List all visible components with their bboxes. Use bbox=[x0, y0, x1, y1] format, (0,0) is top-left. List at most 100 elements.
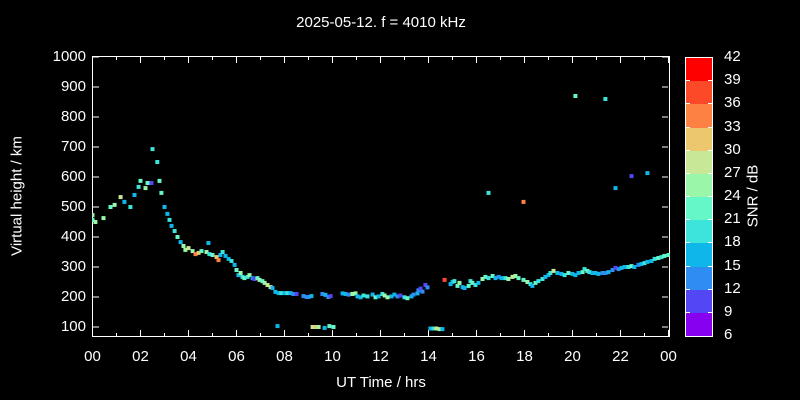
data-point bbox=[92, 213, 95, 218]
data-point bbox=[536, 279, 541, 284]
y-tick-label: 100 bbox=[60, 318, 86, 335]
data-point bbox=[503, 276, 508, 281]
data-point bbox=[128, 205, 133, 209]
x-tick-label: 04 bbox=[180, 348, 197, 365]
y-tick-label: 700 bbox=[60, 138, 86, 155]
data-point bbox=[220, 250, 225, 254]
colorbar-tick-label: 36 bbox=[724, 94, 741, 112]
data-point bbox=[150, 147, 155, 152]
colorbar-segment bbox=[686, 104, 712, 128]
data-point bbox=[316, 325, 321, 329]
data-point bbox=[448, 282, 453, 287]
colorbar-tick bbox=[686, 196, 690, 197]
data-point bbox=[506, 277, 511, 281]
data-point bbox=[622, 265, 627, 269]
colorbar-tick bbox=[708, 196, 712, 197]
data-point bbox=[132, 193, 137, 197]
data-point bbox=[210, 253, 215, 257]
data-point bbox=[118, 195, 123, 200]
data-point bbox=[353, 291, 358, 296]
y-tick-label: 200 bbox=[60, 288, 86, 305]
data-point bbox=[480, 277, 485, 281]
data-point bbox=[247, 273, 252, 278]
data-point bbox=[327, 324, 332, 329]
data-point bbox=[645, 259, 650, 264]
data-point bbox=[462, 286, 467, 290]
x-tick-label: 00 bbox=[660, 348, 677, 365]
data-point bbox=[632, 265, 637, 269]
data-point bbox=[155, 160, 160, 164]
data-point bbox=[242, 276, 247, 281]
data-point bbox=[309, 294, 314, 299]
data-point bbox=[365, 294, 370, 299]
data-point bbox=[186, 246, 191, 251]
data-point bbox=[493, 276, 498, 281]
data-point bbox=[331, 325, 336, 329]
data-point bbox=[452, 279, 457, 284]
data-point bbox=[580, 270, 585, 275]
x-tick-label: 02 bbox=[132, 348, 149, 365]
data-point bbox=[636, 262, 641, 267]
data-point bbox=[214, 255, 219, 260]
data-point bbox=[613, 186, 618, 191]
data-point bbox=[145, 181, 150, 185]
data-point bbox=[380, 292, 385, 296]
data-point bbox=[326, 295, 331, 299]
data-point bbox=[540, 277, 545, 281]
data-point bbox=[310, 325, 315, 329]
data-point bbox=[600, 271, 605, 275]
data-point bbox=[525, 280, 530, 284]
data-point bbox=[548, 271, 553, 275]
x-tick-label: 12 bbox=[372, 348, 389, 365]
data-point bbox=[291, 292, 296, 296]
data-point bbox=[355, 294, 360, 299]
data-point bbox=[405, 296, 410, 301]
data-point bbox=[373, 295, 378, 300]
data-point bbox=[392, 292, 397, 297]
data-point bbox=[199, 249, 204, 254]
colorbar-tick-label: 33 bbox=[724, 117, 741, 135]
data-point bbox=[645, 171, 650, 176]
data-point bbox=[294, 292, 299, 296]
data-point bbox=[165, 211, 170, 216]
data-point bbox=[483, 274, 488, 279]
colorbar-tick bbox=[686, 103, 690, 105]
data-point bbox=[376, 294, 381, 299]
data-point bbox=[322, 325, 327, 330]
colorbar-segment bbox=[686, 312, 712, 336]
y-tick-label: 500 bbox=[60, 198, 86, 215]
colorbar-tick bbox=[708, 219, 712, 221]
colorbar-tick bbox=[686, 242, 690, 244]
data-point bbox=[358, 295, 363, 300]
colorbar-tick bbox=[708, 265, 712, 267]
data-point bbox=[178, 240, 183, 245]
data-point bbox=[260, 279, 265, 284]
data-point bbox=[659, 255, 664, 260]
data-point bbox=[112, 202, 117, 207]
data-point bbox=[172, 229, 177, 233]
data-point bbox=[666, 253, 670, 257]
data-point bbox=[573, 273, 578, 278]
x-tick-label: 08 bbox=[276, 348, 293, 365]
data-point bbox=[455, 283, 460, 288]
data-point bbox=[415, 291, 420, 296]
data-point bbox=[662, 253, 667, 258]
colorbar-segment bbox=[686, 58, 712, 82]
data-point bbox=[590, 271, 595, 275]
data-point bbox=[546, 273, 551, 278]
data-point bbox=[343, 292, 348, 296]
colorbar-segment bbox=[686, 150, 712, 174]
data-point bbox=[288, 291, 293, 296]
data-point bbox=[423, 283, 428, 287]
data-point bbox=[218, 253, 223, 257]
data-points-layer bbox=[92, 94, 670, 332]
colorbar-tick-label: 6 bbox=[724, 326, 733, 343]
data-point bbox=[216, 258, 221, 263]
plot-area bbox=[92, 56, 670, 337]
data-point bbox=[570, 271, 575, 276]
data-point bbox=[395, 294, 400, 299]
data-point bbox=[320, 292, 325, 296]
data-point bbox=[389, 294, 394, 299]
data-point bbox=[533, 280, 538, 285]
